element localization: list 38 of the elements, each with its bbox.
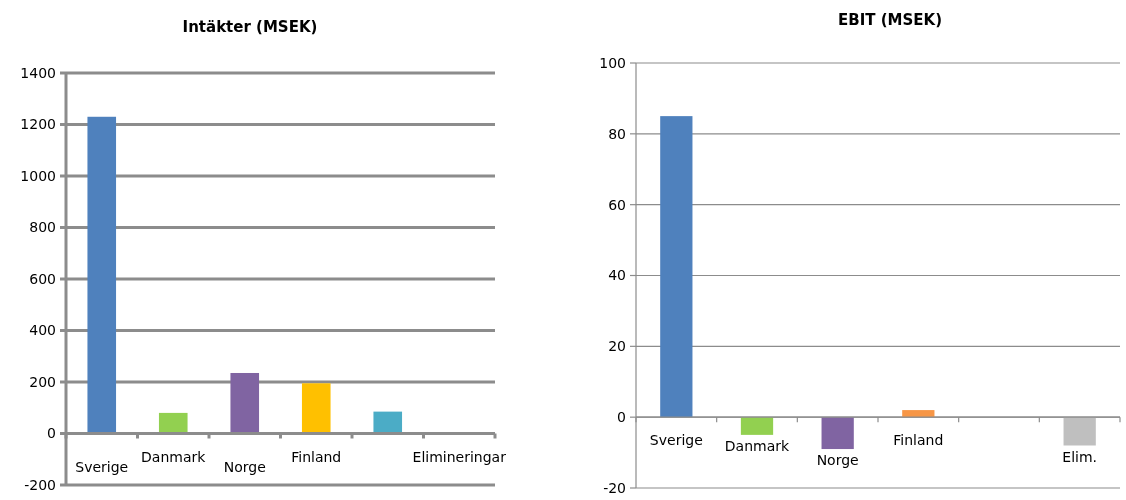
y-tick-label: 80 [608,125,626,142]
bar [821,417,854,450]
y-tick-label: -200 [24,476,56,493]
y-tick-label: 40 [608,267,626,284]
x-tick-label: Finland [893,432,944,449]
y-tick-label: 200 [29,373,56,390]
y-tick-label: 1000 [20,167,56,184]
bar [87,116,117,434]
x-tick-label: Elimineringar [412,448,507,465]
y-tick-label: 600 [29,270,56,287]
y-tick-label: -20 [603,479,626,496]
x-tick-label: Finland [291,448,342,465]
chart-title: EBIT (MSEK) [837,11,943,29]
y-tick-label: 20 [608,338,626,355]
x-tick-label: Norge [223,458,266,475]
x-tick-label: Sverige [649,432,703,449]
y-tick-label: 60 [608,196,626,213]
bar [660,116,693,418]
bar [902,410,935,418]
y-tick-label: 0 [617,409,626,426]
y-tick-label: 0 [47,425,56,442]
x-tick-label: Danmark [141,448,207,465]
y-tick-label: 800 [29,219,56,236]
x-tick-label: Sverige [75,458,129,475]
y-tick-label: 1400 [20,64,56,81]
x-tick-label: Danmark [724,437,791,454]
x-tick-label: Elim. [1062,448,1098,465]
y-tick-label: 1200 [20,116,56,133]
bar [230,372,260,434]
x-tick-label: Norge [816,452,859,469]
chart-title: Intäkter (MSEK) [182,18,318,36]
y-tick-label: 400 [29,322,56,339]
bar [1063,417,1096,446]
bar [158,412,188,434]
bar [373,411,403,434]
y-tick-label: 100 [599,54,626,71]
bar [301,383,331,434]
bar [740,417,774,435]
